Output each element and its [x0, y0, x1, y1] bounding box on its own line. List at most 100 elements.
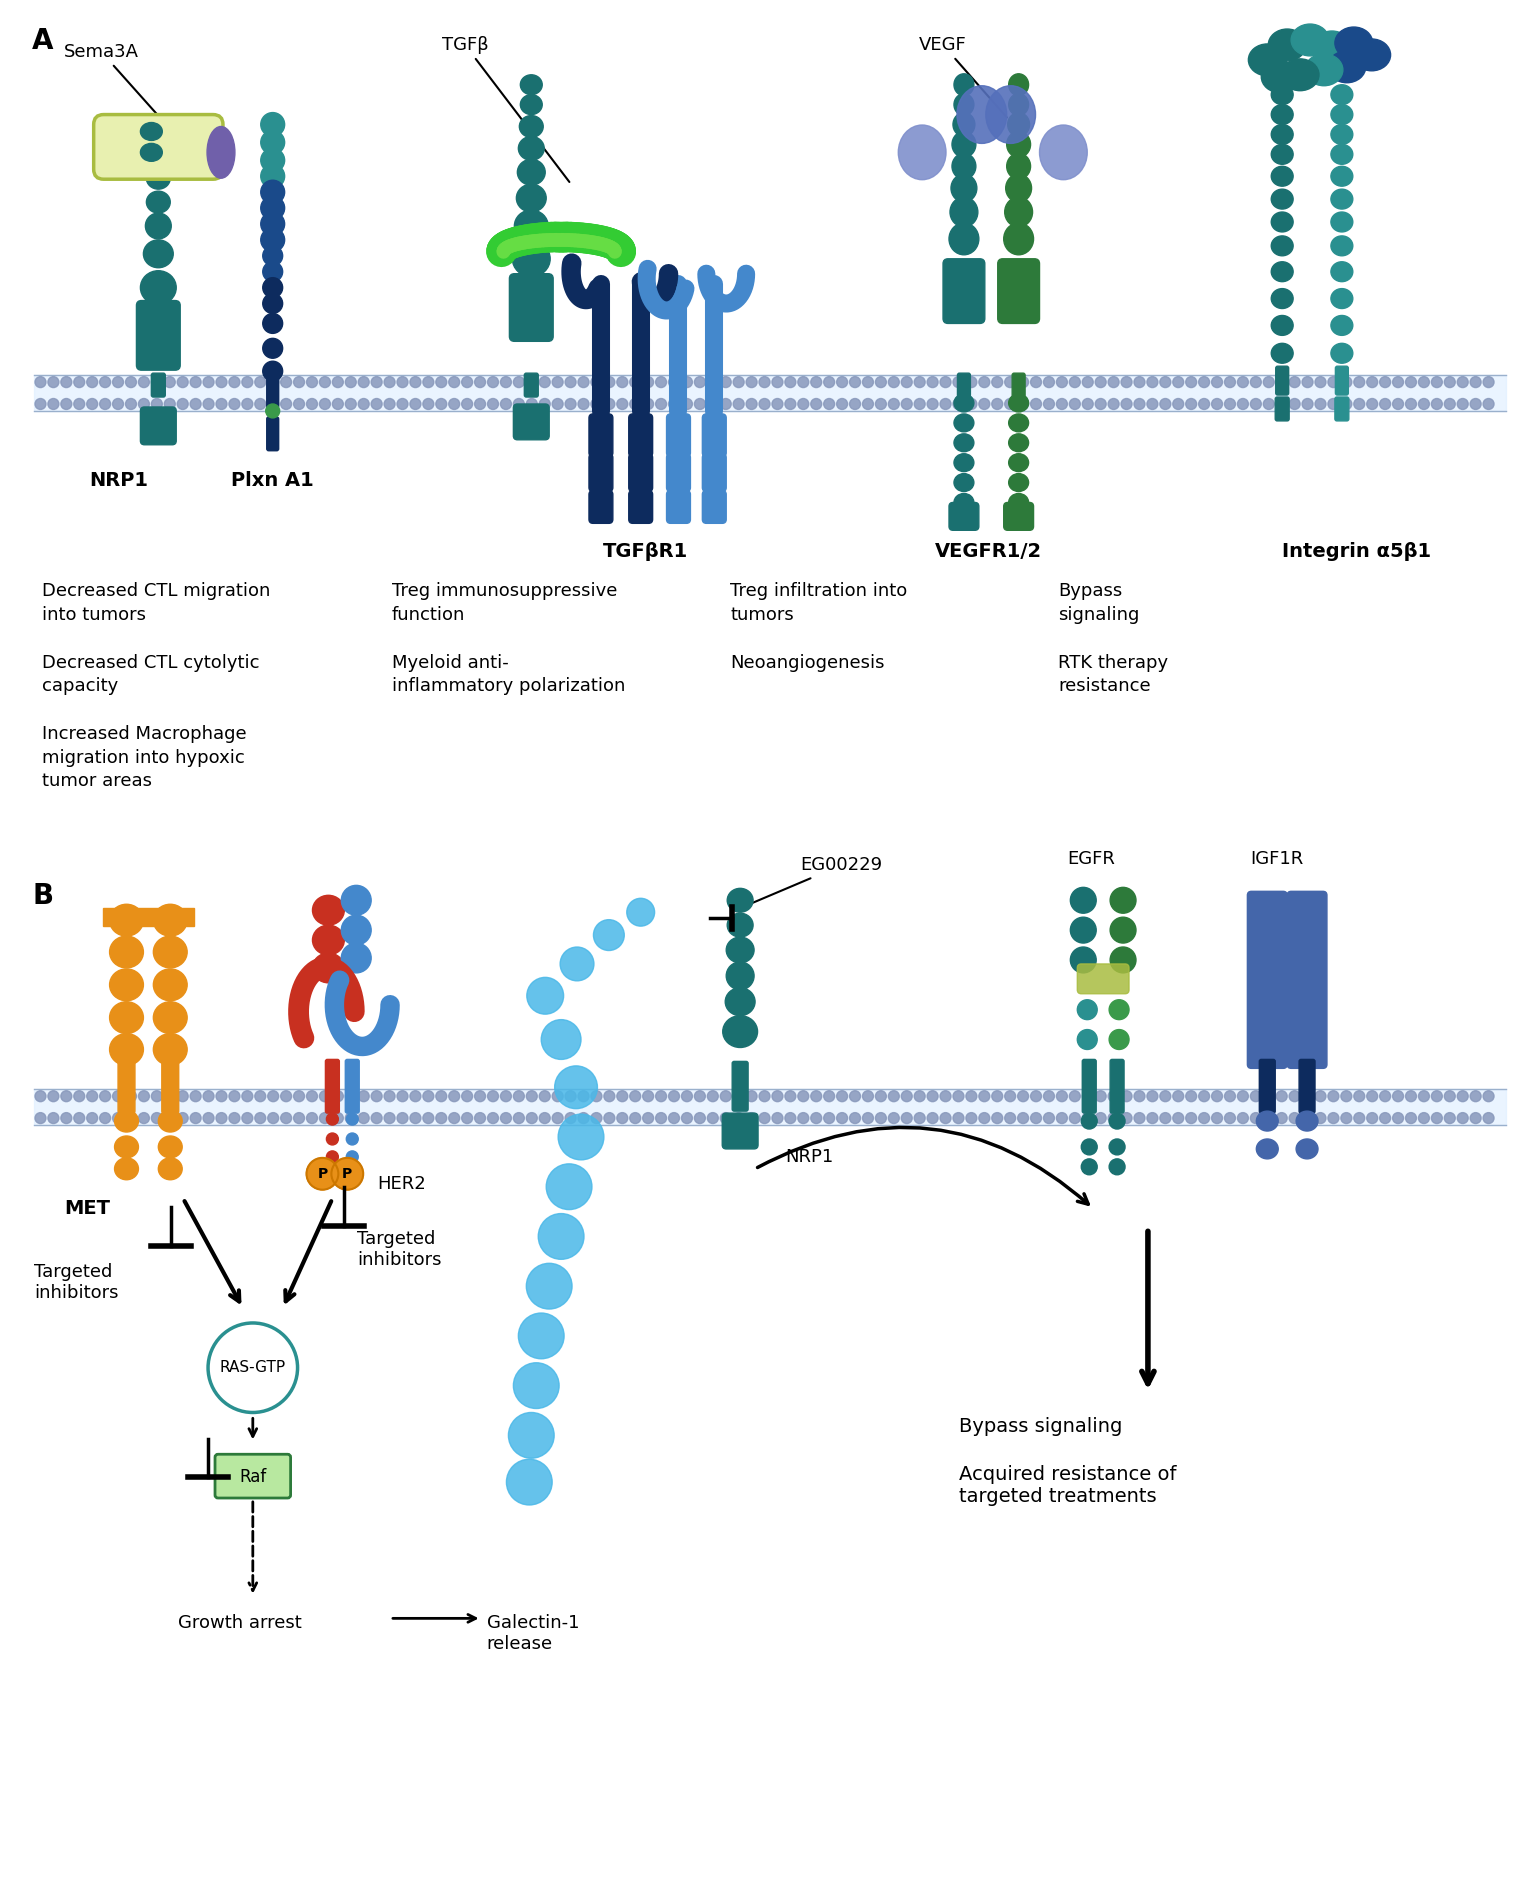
- Ellipse shape: [1110, 1030, 1130, 1049]
- Circle shape: [1406, 377, 1417, 388]
- Ellipse shape: [1331, 188, 1352, 209]
- Ellipse shape: [953, 434, 973, 451]
- Circle shape: [720, 398, 731, 409]
- Circle shape: [1315, 398, 1326, 409]
- FancyBboxPatch shape: [94, 114, 223, 179]
- Circle shape: [1044, 377, 1055, 388]
- Circle shape: [100, 1113, 111, 1123]
- Circle shape: [1302, 377, 1312, 388]
- Circle shape: [901, 1090, 912, 1102]
- Circle shape: [553, 1113, 563, 1123]
- Circle shape: [629, 398, 640, 409]
- Ellipse shape: [1331, 316, 1352, 335]
- Ellipse shape: [115, 1136, 138, 1157]
- Circle shape: [837, 1113, 847, 1123]
- Circle shape: [243, 377, 253, 388]
- Ellipse shape: [1070, 917, 1096, 944]
- Circle shape: [527, 1090, 537, 1102]
- Text: Bypass
signaling: Bypass signaling: [1059, 582, 1141, 624]
- Circle shape: [758, 377, 771, 388]
- Circle shape: [261, 131, 284, 154]
- Ellipse shape: [1008, 394, 1028, 411]
- Ellipse shape: [513, 242, 550, 276]
- Text: VEGF: VEGF: [919, 36, 1007, 118]
- Circle shape: [539, 1113, 550, 1123]
- Ellipse shape: [327, 1151, 338, 1163]
- Circle shape: [1418, 398, 1429, 409]
- Ellipse shape: [313, 894, 344, 925]
- Circle shape: [1237, 398, 1248, 409]
- Ellipse shape: [952, 154, 976, 179]
- Circle shape: [293, 1113, 304, 1123]
- Text: Galectin-1
release: Galectin-1 release: [487, 1614, 579, 1654]
- Ellipse shape: [143, 240, 173, 268]
- Circle shape: [1173, 377, 1183, 388]
- Circle shape: [1147, 1113, 1157, 1123]
- Circle shape: [384, 398, 394, 409]
- Ellipse shape: [1271, 145, 1292, 164]
- Circle shape: [669, 398, 680, 409]
- Circle shape: [1471, 398, 1481, 409]
- Ellipse shape: [1004, 223, 1033, 255]
- Circle shape: [262, 362, 282, 381]
- Ellipse shape: [514, 209, 548, 242]
- Circle shape: [319, 1090, 330, 1102]
- Ellipse shape: [1256, 1111, 1279, 1130]
- Circle shape: [746, 398, 757, 409]
- FancyBboxPatch shape: [137, 301, 180, 371]
- Circle shape: [500, 398, 511, 409]
- Ellipse shape: [1110, 917, 1136, 944]
- Circle shape: [267, 1090, 279, 1102]
- Circle shape: [513, 377, 525, 388]
- Bar: [34, 1089, 1506, 1125]
- Circle shape: [542, 1020, 582, 1060]
- Circle shape: [262, 245, 282, 266]
- Circle shape: [1457, 398, 1467, 409]
- Circle shape: [746, 1090, 757, 1102]
- Ellipse shape: [1008, 453, 1028, 472]
- Ellipse shape: [158, 1109, 183, 1132]
- Circle shape: [901, 398, 912, 409]
- Ellipse shape: [728, 889, 754, 912]
- Circle shape: [474, 1090, 485, 1102]
- Circle shape: [1030, 1113, 1042, 1123]
- Circle shape: [1173, 1113, 1183, 1123]
- Circle shape: [527, 398, 537, 409]
- Ellipse shape: [952, 175, 976, 202]
- Circle shape: [810, 377, 821, 388]
- Circle shape: [1121, 1113, 1131, 1123]
- Circle shape: [992, 1090, 1002, 1102]
- Circle shape: [48, 1113, 58, 1123]
- Ellipse shape: [1331, 211, 1352, 232]
- Circle shape: [61, 1090, 72, 1102]
- Circle shape: [810, 1113, 821, 1123]
- Circle shape: [358, 398, 370, 409]
- Circle shape: [255, 1113, 266, 1123]
- Circle shape: [267, 377, 279, 388]
- FancyBboxPatch shape: [666, 453, 691, 491]
- Circle shape: [1094, 1090, 1107, 1102]
- Ellipse shape: [1007, 154, 1030, 179]
- Circle shape: [565, 1090, 576, 1102]
- Circle shape: [1018, 1090, 1028, 1102]
- Circle shape: [358, 1090, 370, 1102]
- Ellipse shape: [1008, 93, 1028, 116]
- Circle shape: [784, 1113, 795, 1123]
- Circle shape: [333, 1113, 344, 1123]
- Circle shape: [513, 1113, 525, 1123]
- Circle shape: [398, 398, 408, 409]
- Circle shape: [1211, 377, 1222, 388]
- Ellipse shape: [519, 116, 543, 137]
- FancyBboxPatch shape: [267, 377, 279, 407]
- Circle shape: [112, 377, 123, 388]
- Circle shape: [1444, 398, 1455, 409]
- Text: P: P: [342, 1167, 353, 1180]
- Circle shape: [255, 398, 266, 409]
- Ellipse shape: [115, 1109, 138, 1132]
- Text: NRP1: NRP1: [784, 1148, 834, 1167]
- Circle shape: [48, 377, 58, 388]
- Circle shape: [694, 1113, 706, 1123]
- Circle shape: [1418, 1090, 1429, 1102]
- Circle shape: [927, 1090, 938, 1102]
- Ellipse shape: [1005, 175, 1032, 202]
